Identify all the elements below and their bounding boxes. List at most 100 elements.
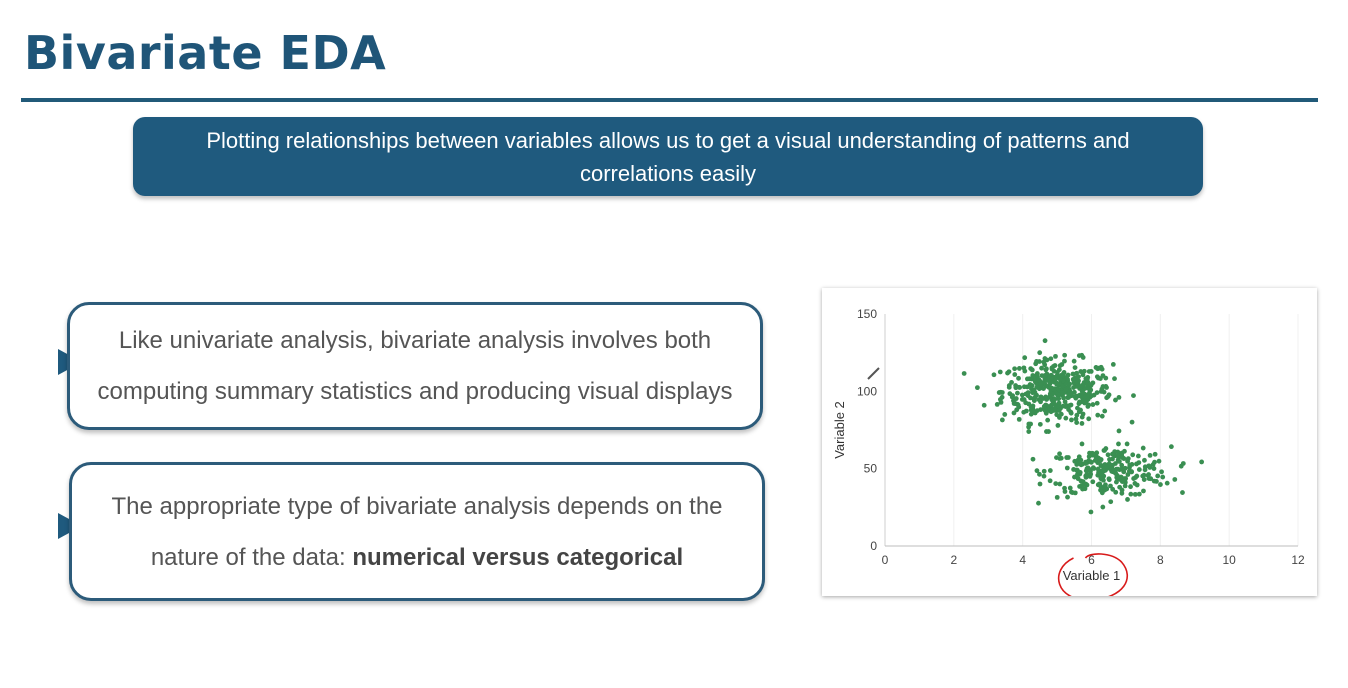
data-point: [1099, 413, 1105, 419]
data-point: [1036, 500, 1041, 506]
data-point: [1055, 392, 1061, 397]
data-point: [1064, 375, 1070, 381]
data-point: [1028, 421, 1033, 427]
data-point: [1098, 457, 1104, 462]
data-point: [1014, 407, 1020, 413]
slide-title: Bivariate EDA: [24, 26, 387, 80]
data-point: [1142, 457, 1147, 463]
data-point: [1155, 473, 1161, 479]
data-point: [1044, 366, 1049, 372]
data-point: [1027, 382, 1033, 387]
data-point: [1146, 472, 1151, 477]
x-tick-label: 2: [950, 553, 957, 567]
data-point: [1069, 391, 1074, 397]
data-point: [1023, 408, 1029, 414]
data-point: [1071, 377, 1077, 383]
data-point: [1094, 450, 1100, 456]
data-point: [1012, 372, 1018, 377]
data-point: [1026, 429, 1032, 434]
data-point: [1086, 402, 1092, 408]
y-tick-label: 0: [870, 539, 877, 553]
data-point: [1044, 395, 1050, 401]
data-point: [1012, 366, 1018, 372]
y-tick-label: 150: [857, 307, 877, 321]
data-point: [1125, 472, 1131, 477]
data-point: [1030, 373, 1036, 378]
data-point: [1105, 452, 1111, 458]
data-point: [1048, 356, 1054, 362]
data-point: [999, 417, 1005, 423]
data-point: [1097, 481, 1103, 487]
data-point: [1055, 386, 1061, 392]
data-point: [1027, 376, 1032, 382]
data-point: [991, 372, 997, 378]
data-point: [1135, 453, 1141, 459]
data-point: [1070, 371, 1076, 377]
data-point: [1140, 445, 1146, 451]
data-point: [1098, 472, 1104, 477]
info-card-2-prefix: The appropriate type of bivariate analys…: [111, 492, 723, 571]
data-point: [1112, 376, 1117, 382]
data-point: [1042, 356, 1048, 361]
data-point: [1124, 441, 1130, 447]
data-point: [1036, 359, 1042, 364]
data-point: [1114, 479, 1119, 485]
data-point: [1017, 385, 1023, 390]
data-point: [1159, 469, 1164, 475]
data-point: [1099, 386, 1105, 392]
data-point: [1030, 456, 1036, 462]
data-point: [1077, 484, 1082, 489]
data-point: [1042, 379, 1047, 385]
data-point: [1064, 455, 1070, 460]
data-point: [1088, 509, 1094, 515]
y-tick-label: 50: [864, 462, 878, 476]
data-point: [1178, 463, 1184, 469]
data-point: [1065, 494, 1070, 500]
data-point: [996, 390, 1002, 395]
x-tick-label: 8: [1157, 553, 1164, 567]
data-point: [1043, 410, 1049, 416]
data-point: [1047, 374, 1053, 379]
data-point: [1110, 361, 1116, 367]
data-point: [1106, 476, 1112, 482]
data-point: [1052, 397, 1058, 402]
data-point: [1064, 465, 1070, 471]
data-point: [1079, 421, 1085, 426]
data-point: [1079, 389, 1085, 394]
data-point: [961, 371, 967, 376]
data-point: [1068, 489, 1074, 495]
data-point: [1116, 394, 1122, 400]
data-point: [1151, 478, 1157, 484]
data-point: [1039, 365, 1044, 371]
y-axis-label: Variable 2: [832, 401, 847, 459]
pencil-cursor-icon: [867, 367, 880, 380]
data-point: [1006, 383, 1012, 388]
data-point: [1134, 482, 1140, 488]
data-point: [1128, 491, 1134, 497]
data-point: [1034, 384, 1040, 390]
data-point: [1032, 379, 1038, 385]
data-point: [1074, 370, 1079, 376]
data-point: [1063, 404, 1069, 409]
info-card-1-text: Like univariate analysis, bivariate anal…: [97, 327, 733, 405]
data-point: [1093, 365, 1099, 370]
data-point: [1122, 448, 1127, 454]
data-point: [1103, 375, 1109, 381]
data-point: [1063, 415, 1069, 421]
data-point: [1148, 476, 1154, 482]
data-point: [1028, 366, 1034, 371]
data-point: [1074, 473, 1080, 479]
data-point: [1053, 353, 1058, 359]
data-point: [1199, 459, 1205, 465]
data-point: [1090, 465, 1096, 471]
data-point: [1119, 490, 1125, 496]
data-point: [1132, 491, 1138, 497]
summary-banner: Plotting relationships between variables…: [133, 117, 1203, 196]
data-point: [1090, 479, 1096, 485]
data-point: [1015, 401, 1020, 407]
data-point: [1119, 466, 1125, 472]
data-point: [1068, 409, 1074, 415]
data-point: [1033, 361, 1039, 367]
data-point: [1073, 416, 1079, 422]
data-point: [1015, 390, 1020, 396]
